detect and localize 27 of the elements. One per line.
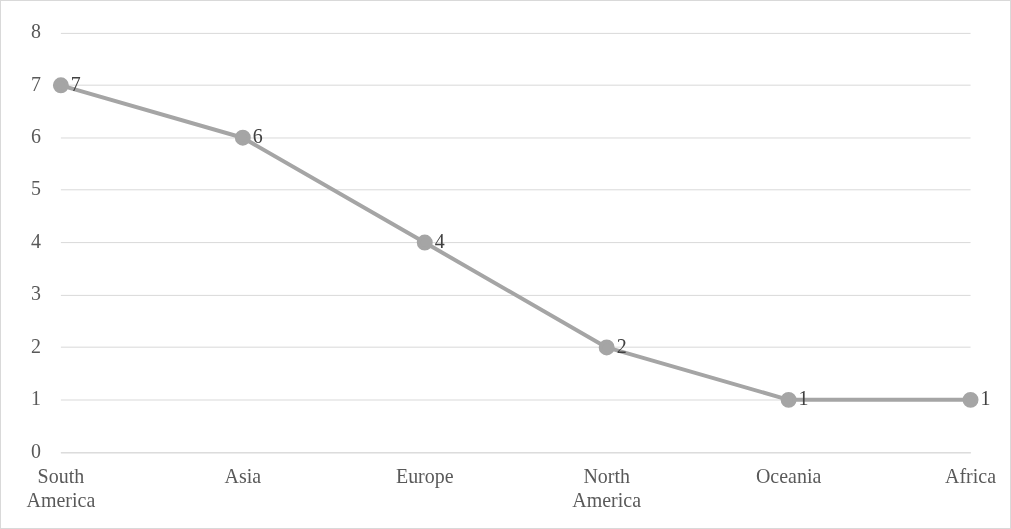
y-tick-label: 0 bbox=[30, 439, 41, 462]
x-tick-label: Europe bbox=[395, 465, 454, 489]
y-tick-label: 5 bbox=[30, 177, 41, 200]
data-label: 1 bbox=[980, 387, 991, 410]
data-label: 1 bbox=[798, 387, 809, 410]
point bbox=[52, 77, 69, 94]
data-label: 6 bbox=[252, 124, 263, 147]
y-tick-label: 8 bbox=[30, 20, 41, 43]
x-tick-label: North America bbox=[572, 465, 642, 512]
data-label: 4 bbox=[434, 229, 445, 252]
x-tick-label: South America bbox=[26, 465, 96, 512]
point bbox=[416, 234, 433, 251]
x-tick-label: Africa bbox=[945, 465, 997, 488]
x-tick-label: Oceania bbox=[755, 465, 822, 488]
y-tick-label: 3 bbox=[30, 282, 41, 305]
y-tick-label: 6 bbox=[30, 124, 41, 147]
y-tick-label: 4 bbox=[30, 229, 41, 252]
y-tick-label: 2 bbox=[30, 334, 41, 357]
point bbox=[780, 391, 797, 408]
data-label: 7 bbox=[70, 72, 81, 95]
point bbox=[598, 339, 615, 356]
y-tick-label: 7 bbox=[30, 72, 41, 95]
x-tick-label: Asia bbox=[224, 465, 262, 488]
point bbox=[962, 391, 979, 408]
data-label: 2 bbox=[616, 334, 627, 357]
point bbox=[234, 129, 251, 146]
y-tick-label: 1 bbox=[30, 387, 41, 410]
